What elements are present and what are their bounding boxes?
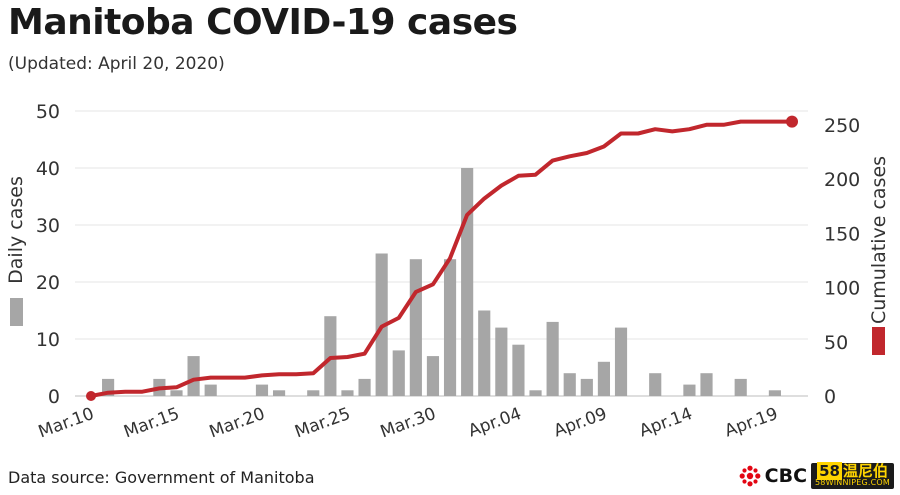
data-source-note: Data source: Government of Manitoba xyxy=(8,468,315,487)
wp-logo-number: 58 xyxy=(817,462,842,480)
daily-bar xyxy=(683,384,696,396)
daily-bar xyxy=(272,390,286,396)
wp-logo-chinese: 温尼伯 xyxy=(842,462,888,480)
daily-bar xyxy=(358,378,371,396)
x-tick-label: Mar.10 xyxy=(36,404,97,442)
right-tick-label: 200 xyxy=(824,169,860,191)
right-axis-title: Cumulative cases xyxy=(868,156,890,324)
left-tick-label: 30 xyxy=(36,215,60,237)
daily-bar xyxy=(478,310,491,396)
daily-bar xyxy=(546,321,559,396)
right-tick-label: 0 xyxy=(824,386,836,408)
x-tick-label: Mar.15 xyxy=(121,404,182,442)
daily-bar xyxy=(341,390,354,396)
cumulative-start-point xyxy=(86,391,96,401)
cbc-gem-icon xyxy=(739,465,761,487)
cumulative-end-point xyxy=(786,115,798,128)
left-axis-title: Daily cases xyxy=(5,176,27,284)
daily-bar xyxy=(255,384,269,396)
chart-title: Manitoba COVID-19 cases xyxy=(8,2,518,43)
right-tick-label: 150 xyxy=(824,223,860,245)
daily-bar xyxy=(170,390,183,396)
daily-bar xyxy=(426,356,440,396)
x-tick-label: Apr.09 xyxy=(551,404,609,442)
daily-bar xyxy=(580,378,593,396)
daily-bar xyxy=(495,327,508,396)
daily-bar xyxy=(187,356,200,396)
x-tick-label: Mar.25 xyxy=(292,404,353,442)
chart-subtitle: (Updated: April 20, 2020) xyxy=(8,54,225,74)
daily-bar xyxy=(443,259,457,396)
daily-bar xyxy=(204,384,217,396)
daily-bar xyxy=(649,373,662,396)
left-tick-label: 10 xyxy=(36,329,60,351)
daily-bar xyxy=(409,259,422,396)
daily-bar xyxy=(307,390,320,396)
cumulative-legend-swatch xyxy=(872,327,885,355)
58winnipeg-logo: 58 温尼伯 58WINNIPEG.COM xyxy=(811,462,894,489)
daily-bar xyxy=(597,361,611,396)
left-tick-label: 50 xyxy=(36,101,60,123)
wp-logo-domain: 58WINNIPEG.COM xyxy=(815,478,890,487)
footer-logos: CBC 58 温尼伯 58WINNIPEG.COM xyxy=(739,462,894,489)
x-tick-label: Apr.14 xyxy=(637,404,695,442)
cumulative-line xyxy=(89,119,794,398)
daily-bar xyxy=(392,350,405,396)
left-tick-label: 0 xyxy=(48,386,60,408)
left-tick-label: 40 xyxy=(36,158,60,180)
cbc-logo-text: CBC xyxy=(764,465,808,487)
right-tick-label: 50 xyxy=(824,332,848,354)
daily-legend-swatch xyxy=(10,298,23,326)
x-tick-label: Mar.20 xyxy=(207,404,268,442)
daily-bar xyxy=(529,390,542,396)
daily-bar xyxy=(734,378,747,396)
daily-bar xyxy=(768,390,781,396)
daily-bar xyxy=(563,373,576,396)
left-tick-label: 20 xyxy=(36,272,60,294)
daily-bar xyxy=(700,373,713,396)
daily-bar xyxy=(512,344,525,396)
x-tick-label: Apr.04 xyxy=(466,404,524,442)
daily-bar xyxy=(461,168,474,396)
right-tick-label: 250 xyxy=(824,115,860,137)
x-tick-label: Apr.19 xyxy=(722,404,780,442)
daily-bar xyxy=(614,327,628,396)
right-tick-label: 100 xyxy=(824,278,860,300)
x-tick-label: Mar.30 xyxy=(378,404,439,442)
